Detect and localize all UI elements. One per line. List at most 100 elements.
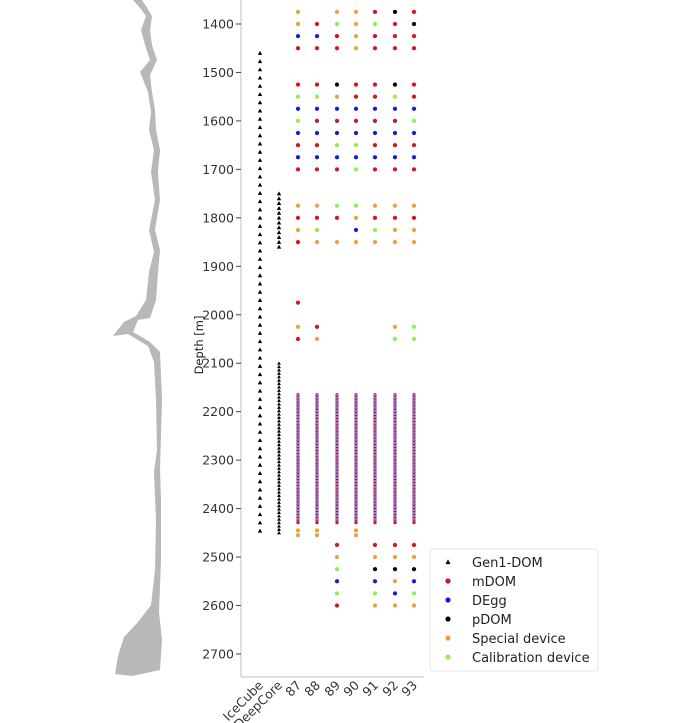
gen1-dom-marker [257,421,263,426]
degg-marker [334,578,340,584]
special-device-marker [372,554,378,560]
gen1-dom-marker [257,223,263,228]
mdom-marker [295,300,301,306]
gen1-dom-marker [277,425,281,430]
calibration-device-marker [411,590,417,596]
gen1-dom-marker [276,239,282,244]
mdom-marker [372,118,378,124]
calibration-device-marker [353,166,359,172]
degg-marker [334,130,340,136]
legend-label: DEgg [472,594,507,609]
gen1-dom-marker [257,133,263,138]
gen1-dom-marker [277,446,281,450]
degg-marker [411,154,417,160]
mdom-marker [392,215,398,221]
gen1-dom-marker [257,487,263,492]
gen1-dom-marker [277,429,281,433]
gen1-dom-marker [257,330,263,335]
y-tick-label: 2300 [202,453,234,468]
calibration-device-marker [314,94,320,100]
mdom-marker [372,9,378,15]
special-device-marker [353,527,359,533]
y-tick-label: 1500 [202,65,234,80]
y-tick-label: 1600 [202,113,234,128]
gen1-dom-marker [277,378,281,382]
gen1-dom-marker [257,314,263,319]
mdom-marker [392,520,398,525]
degg-marker [372,130,378,136]
gen1-dom-marker [257,396,263,401]
calibration-device-marker [295,118,301,124]
gen1-dom-marker [277,435,281,440]
calibration-device-marker [353,142,359,148]
mdom-marker [411,82,417,88]
legend-mdom-marker [445,578,451,584]
gen1-dom-marker [277,439,281,443]
calibration-device-marker [411,118,417,124]
gen1-dom-marker [257,174,263,179]
mdom-marker [295,82,301,88]
degg-marker [334,154,340,160]
degg-marker [392,130,398,136]
pdom-marker [411,21,417,27]
special-device-marker [392,227,398,233]
special-device-marker [392,578,398,584]
legend-label: Calibration device [472,651,590,666]
gen1-dom-marker [277,405,281,409]
special-device-marker [314,239,320,245]
degg-marker [392,106,398,112]
gen1-dom-marker [257,380,263,385]
gen1-dom-marker [277,493,281,498]
gen1-dom-marker [257,190,263,195]
legend-degg-marker [445,597,451,603]
gen1-dom-marker [257,215,263,220]
gen1-dom-marker [257,83,263,88]
degg-marker [353,154,359,160]
gen1-dom-marker [277,510,281,514]
y-tick-label: 2200 [202,404,234,419]
mdom-marker [314,324,320,330]
mdom-marker [334,166,340,172]
mdom-marker [372,542,378,548]
legend-label: Special device [472,632,566,647]
gen1-dom-marker [257,273,263,278]
mdom-marker [392,45,398,51]
gen1-dom-marker [277,500,281,504]
mdom-marker [314,520,320,525]
gen1-dom-marker [257,413,263,418]
y-tick-label: 1800 [202,210,234,225]
calibration-device-marker [295,94,301,100]
calibration-device-marker [334,590,340,596]
special-device-marker [353,9,359,15]
mdom-marker [392,142,398,148]
mdom-marker [353,94,359,100]
gen1-dom-marker [277,422,281,426]
gen1-dom-marker [257,199,263,204]
calibration-device-marker [392,94,398,100]
mdom-marker [392,166,398,172]
x-tick-label: 93 [398,678,420,700]
mdom-marker [372,94,378,100]
gen1-dom-marker [257,372,263,377]
gen1-dom-marker [277,527,281,531]
gen1-dom-marker [257,479,263,484]
mdom-marker [372,520,378,525]
gen1-dom-marker [276,205,282,210]
gen1-dom-marker [277,480,281,484]
y-tick-label: 1400 [202,17,234,32]
special-device-marker [353,532,359,538]
gen1-dom-marker [257,141,263,146]
gen1-dom-marker [277,361,281,365]
mdom-marker [353,520,359,525]
degg-marker [314,154,320,160]
gen1-dom-marker [276,196,282,201]
special-device-marker [392,239,398,245]
mdom-marker [411,94,417,100]
special-device-marker [314,203,320,209]
calibration-device-marker [334,142,340,148]
mdom-marker [334,45,340,51]
mdom-marker [295,142,301,148]
mdom-marker [314,82,320,88]
gen1-dom-marker [257,520,263,525]
